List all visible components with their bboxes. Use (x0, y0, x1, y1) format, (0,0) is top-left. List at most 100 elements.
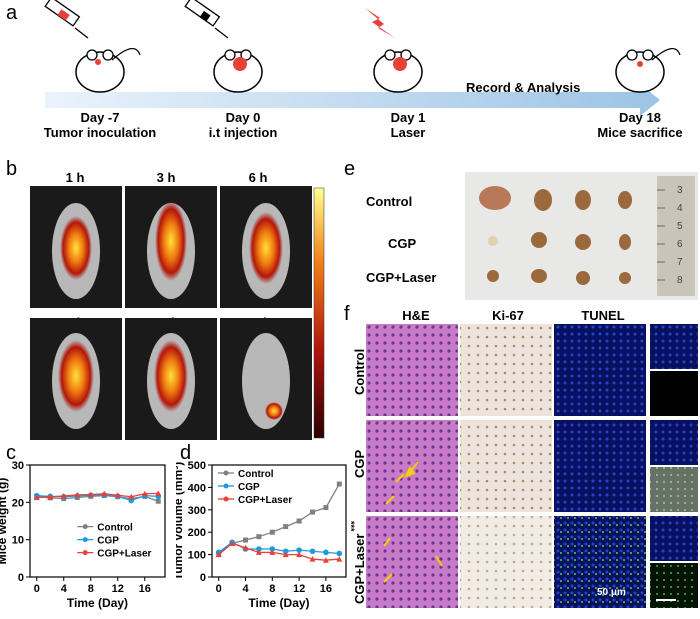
x-tick-label: 4 (61, 583, 68, 595)
data-point (229, 540, 236, 546)
syringe-icon (184, 0, 229, 39)
data-point (296, 551, 303, 558)
y-tick-label: 500 (188, 460, 206, 472)
x-tick-label: 0 (34, 583, 40, 595)
ki67-control (460, 324, 552, 416)
legend-label: CGP+Laser (97, 549, 151, 560)
timeline-arrow-label: Record & Analysis (466, 80, 581, 95)
ki67-cgp-laser (460, 516, 552, 608)
ruler-digit: 8 (677, 275, 683, 286)
y-axis-label: Mice weight (g) (0, 478, 9, 565)
y-tick-label: 100 (188, 550, 206, 562)
y-tick-label: 400 (188, 482, 206, 494)
legend-label: CGP (238, 482, 260, 493)
data-point (309, 548, 316, 555)
data-point (243, 537, 248, 543)
legend-marker (223, 483, 229, 489)
y-tick-label: 0 (200, 572, 206, 584)
data-point (296, 547, 302, 553)
laser-icon (365, 8, 395, 38)
legend-marker (82, 537, 88, 543)
mouse-icon (213, 49, 263, 93)
data-point (155, 498, 161, 504)
fluorescence-images (30, 186, 325, 440)
x-tick-label: 12 (112, 583, 124, 595)
panel-label-d: d (180, 442, 192, 464)
data-point (215, 551, 222, 558)
data-point (336, 556, 343, 562)
histology-row-label: Control (352, 348, 367, 395)
legend-marker (82, 550, 88, 556)
panel-label-a: a (6, 2, 18, 24)
x-axis-label: Time (Day) (67, 596, 128, 610)
data-point (155, 490, 162, 496)
timepoint-label: 1 h (65, 170, 85, 185)
y-tick-label: 300 (188, 505, 206, 517)
data-point (101, 490, 108, 497)
timeline-event: Day 1 Laser (390, 110, 426, 140)
histology-column-label: TUNEL (581, 308, 625, 323)
he-cgp (366, 420, 458, 512)
tunel-cgp-laser (554, 516, 646, 608)
x-tick-label: 16 (139, 583, 151, 595)
plot-frame (211, 464, 347, 578)
significance-label: *** (346, 521, 356, 532)
tumor-group-label: CGP+Laser (366, 270, 437, 285)
data-point (296, 518, 302, 524)
series-line (218, 541, 340, 555)
y-axis-label: Tumor volume (mm³) (176, 462, 185, 580)
he-cgp-laser (366, 516, 458, 608)
data-point (269, 549, 276, 555)
data-point (47, 493, 54, 500)
data-point (256, 534, 262, 540)
data-point (283, 524, 289, 530)
scale-bar-label: 50 μm (597, 587, 626, 598)
ruler-digit: 4 (677, 203, 683, 214)
x-tick-label: 12 (293, 583, 305, 595)
tumor-group-label: CGP (388, 236, 417, 251)
mouse-icon (75, 48, 141, 93)
timepoint-label: 6 h (248, 170, 268, 185)
mouse-icon (615, 48, 681, 93)
timeline-event: Day -7 Tumor inoculation (43, 110, 157, 140)
legend-marker (223, 496, 229, 502)
tumor-group-label: Control (366, 194, 413, 209)
data-point (242, 544, 249, 551)
data-point (336, 481, 342, 487)
y-tick-label: 10 (12, 535, 24, 547)
data-point (141, 490, 148, 497)
x-tick-label: 8 (269, 583, 275, 595)
legend-label: CGP (97, 536, 119, 547)
data-point (269, 529, 275, 535)
histology-grid (366, 324, 698, 608)
tumor-photo: 3 4 5 6 7 8 (465, 172, 698, 300)
data-point (74, 491, 81, 498)
histology-column-label: H&E (402, 308, 430, 323)
series-line (36, 492, 159, 499)
data-point (282, 551, 289, 558)
legend-label: CGP+Laser (238, 495, 292, 506)
chart-tumor-volume: 0 4 8 12 16 0 100 200 300 400 500 Time (Day) Tumor v… (176, 460, 356, 610)
syringe-icon (44, 0, 89, 39)
data-point (322, 557, 329, 563)
legend-marker (82, 524, 88, 530)
x-tick-label: 16 (320, 583, 332, 595)
panel-label-b: b (6, 158, 18, 180)
legend-label: Control (97, 523, 133, 534)
ruler-digit: 3 (677, 185, 683, 196)
ruler-digit: 5 (677, 221, 683, 232)
series-line (218, 483, 340, 554)
histology-column-label: Ki-67 (492, 308, 524, 323)
panel-label-e: e (344, 158, 356, 180)
he-control (366, 324, 458, 416)
ki67-cgp (460, 420, 552, 512)
colorbar (313, 187, 325, 439)
data-point (256, 546, 262, 552)
ruler-digit: 7 (677, 257, 683, 268)
tunel-cgp (554, 420, 646, 512)
data-point (269, 546, 276, 552)
plot-frame (29, 464, 166, 578)
data-point (255, 549, 262, 555)
data-point (310, 509, 315, 515)
x-axis-label: Time (Day) (248, 596, 309, 610)
